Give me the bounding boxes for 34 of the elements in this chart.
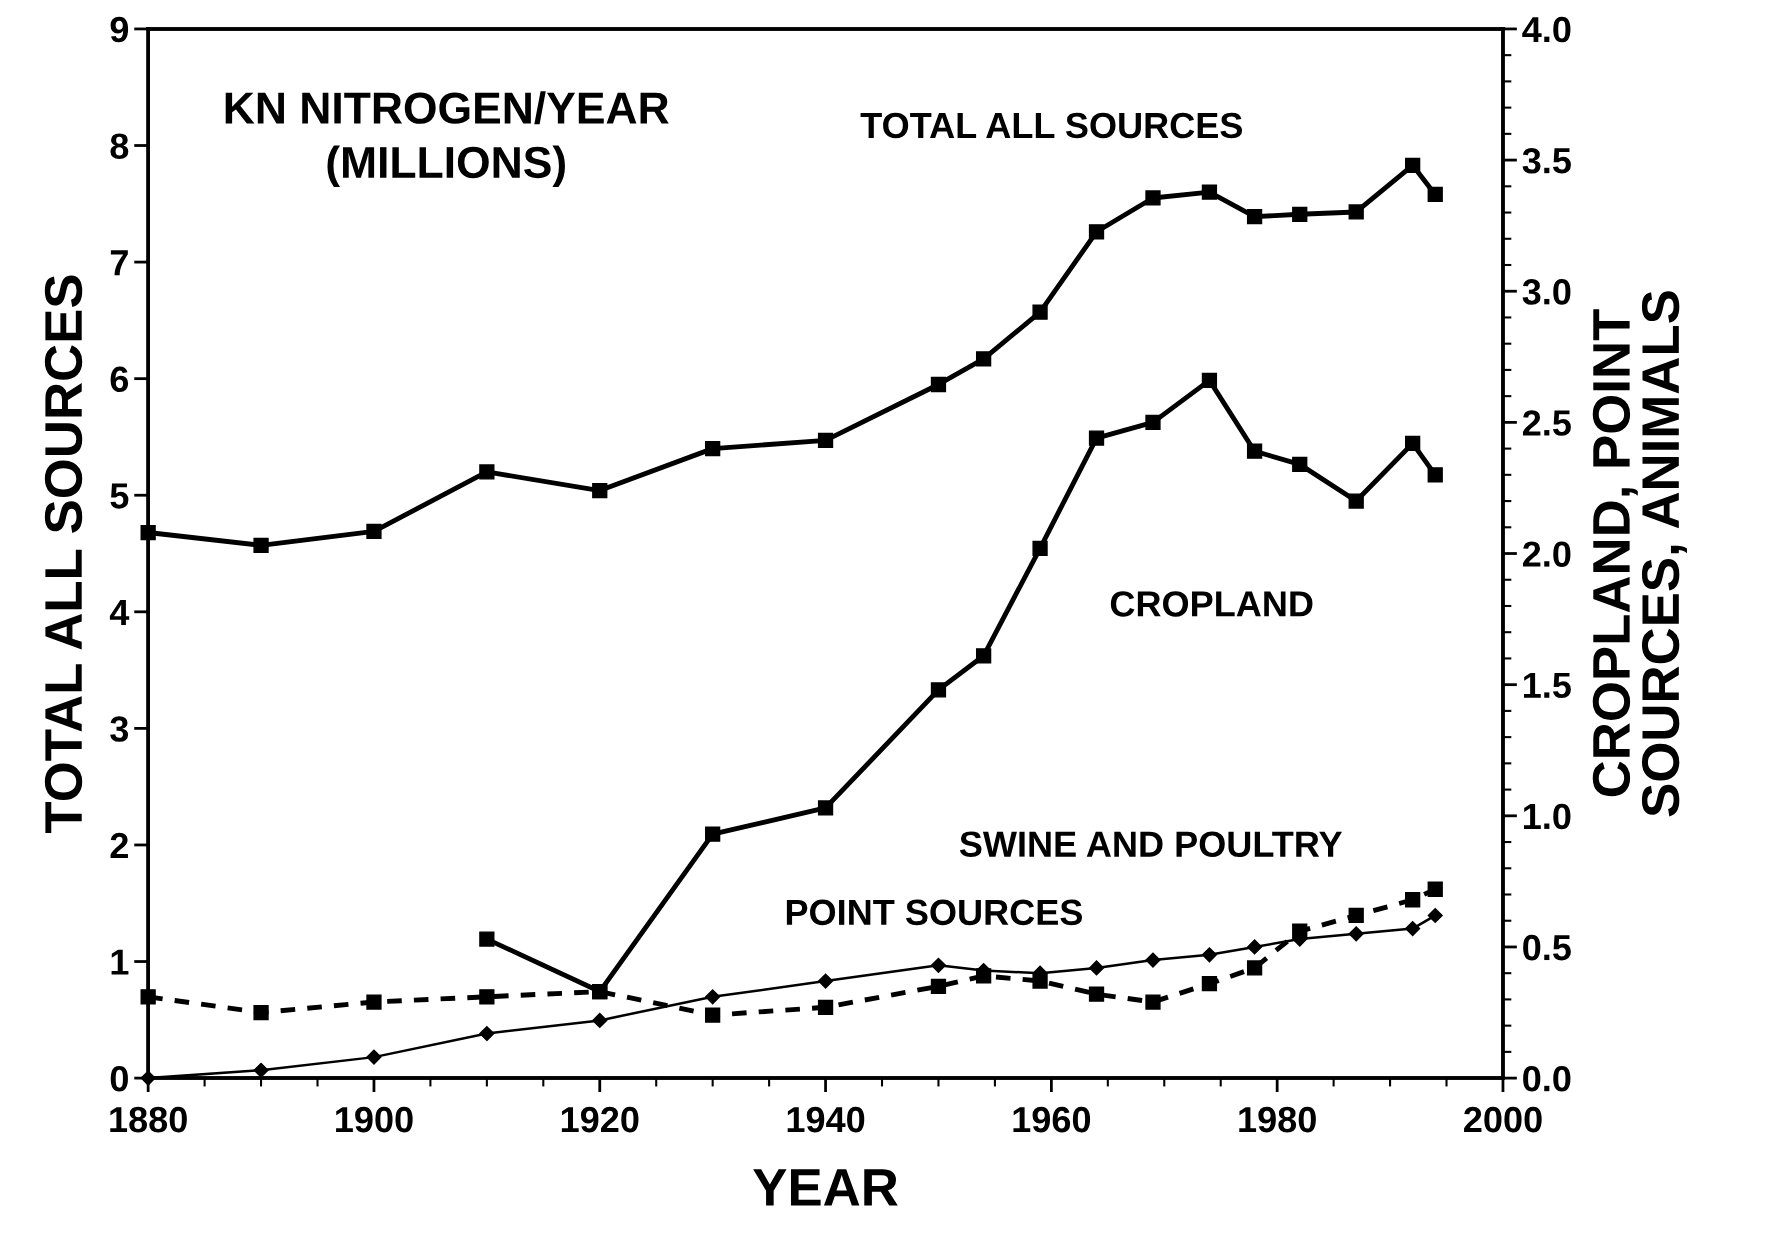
x-tick-label: 1880 xyxy=(110,1106,187,1133)
y2-tick-label: 2.0 xyxy=(1522,541,1571,567)
y-tick-label: 9 xyxy=(110,16,129,43)
y-tick-label: 8 xyxy=(110,133,129,159)
y2-tick-label: 3.0 xyxy=(1522,279,1571,305)
series-label: POINT SOURCES xyxy=(786,899,1083,926)
y-tick-label: 1 xyxy=(111,949,129,975)
x-axis-title: YEAR xyxy=(753,1169,898,1206)
x-tick-label: 1960 xyxy=(1013,1106,1091,1133)
series-label: TOTAL ALL SOURCES xyxy=(860,112,1243,139)
y2-tick-label: 2.5 xyxy=(1522,410,1571,436)
y-tick-label: 6 xyxy=(110,366,129,393)
y2-tick-label: 1.5 xyxy=(1523,672,1571,699)
y-tick-label: 5 xyxy=(110,483,129,509)
text: CROPLAND xyxy=(1110,591,1313,617)
y2-tick-label: 3.5 xyxy=(1522,147,1571,174)
y2-tick-label: 0.0 xyxy=(1523,1065,1571,1092)
x-tick-label: 1920 xyxy=(561,1106,639,1133)
x-tick-label: 2000 xyxy=(1464,1106,1542,1133)
x-tick-label: 1980 xyxy=(1239,1106,1316,1133)
y2-tick-label: 4.0 xyxy=(1522,16,1571,43)
x-tick-label: 1940 xyxy=(787,1106,865,1133)
y-tick-label: 0 xyxy=(110,1065,128,1092)
y2-tick-label: 0.5 xyxy=(1523,934,1571,961)
y-tick-label: 3 xyxy=(110,716,129,742)
y-tick-label: 7 xyxy=(110,250,128,276)
y-tick-label: 4 xyxy=(109,600,130,625)
y-tick-label: 2 xyxy=(110,832,128,859)
annotation: KN NITROGEN/YEAR (MILLIONS) xyxy=(225,91,669,187)
y2-axis-title: CROPLAND, POINT SOURCES, ANIMALS xyxy=(1592,291,1687,817)
x-tick-label: 1900 xyxy=(336,1106,413,1133)
y-axis-title: TOTAL ALL SOURCES xyxy=(44,275,83,833)
series-label: SWINE AND POULTRY xyxy=(959,831,1343,857)
y2-tick-label: 1.0 xyxy=(1523,803,1571,830)
